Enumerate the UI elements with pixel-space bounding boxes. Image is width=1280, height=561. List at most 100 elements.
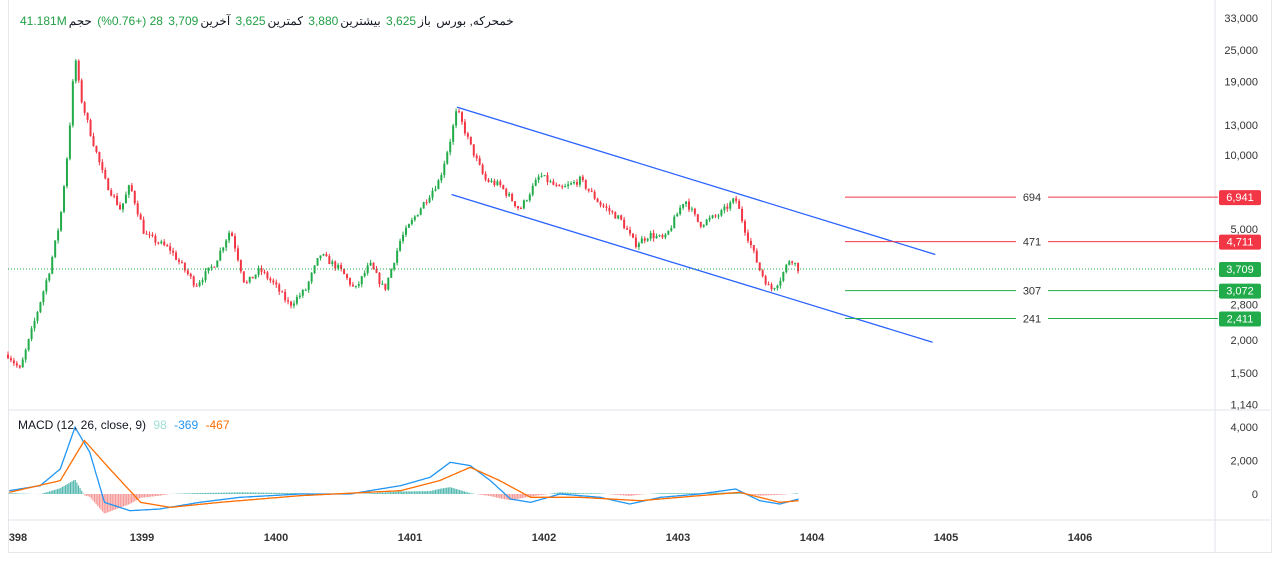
candle-body (290, 301, 293, 306)
change-value: 28 (+0.76%) (97, 14, 163, 28)
candle-body (80, 80, 83, 103)
candle-body (605, 206, 608, 208)
symbol-header: خمحرکه, بورس باز3,625 بیشترین3,880 کمتری… (18, 14, 514, 28)
candle-body (145, 233, 148, 235)
candle-body (343, 268, 346, 275)
candle-body (573, 182, 576, 184)
candle-body (281, 291, 284, 293)
candle-body (186, 270, 189, 274)
candle-body (696, 214, 699, 222)
time-tick: 1404 (800, 532, 825, 544)
candle-body (446, 152, 449, 164)
candle-body (160, 241, 163, 244)
candle-body (210, 266, 213, 268)
candle-body (764, 276, 767, 285)
candle-body (693, 208, 696, 215)
candle-body (384, 283, 387, 290)
candle-body (175, 252, 178, 260)
candle-body (219, 250, 222, 261)
candle-body (714, 215, 717, 217)
level-label: 241 (1023, 313, 1041, 325)
candle-body (699, 221, 702, 227)
candle-body (272, 280, 275, 283)
candle-body (455, 111, 458, 126)
candle-body (711, 215, 714, 218)
high-value: 3,880 (308, 14, 339, 28)
candle-body (195, 285, 198, 287)
candle-body (428, 197, 431, 203)
candle-body (133, 191, 136, 204)
candle-body (278, 284, 281, 292)
candle-body (45, 280, 48, 292)
current-price-tag-bg (1219, 262, 1261, 278)
candle-body (425, 202, 428, 204)
volume-label: حجم (68, 14, 92, 28)
candle-body (487, 179, 490, 182)
macd-legend[interactable]: MACD (12, 26, close, 9) 98 -369 -467 (18, 418, 230, 432)
candle-body (767, 284, 770, 286)
candle-body (304, 289, 307, 291)
volume-value: 41.181M (20, 14, 67, 28)
candle-body (216, 260, 219, 268)
candle-body (148, 234, 151, 236)
candle-body (643, 238, 646, 241)
symbol-name: خمحرکه, بورس (436, 14, 514, 28)
candle-body (119, 204, 122, 210)
candle-body (528, 194, 531, 201)
candle-body (157, 242, 160, 244)
candle-body (92, 136, 95, 146)
candle-body (732, 198, 735, 203)
candle-body (626, 228, 629, 230)
candle-body (233, 236, 236, 249)
candle-body (30, 328, 33, 340)
candle-body (661, 235, 664, 238)
candle-body (646, 238, 649, 241)
price-tick: 1,500 (1230, 368, 1258, 380)
candle-body (452, 125, 455, 142)
candle-body (319, 255, 322, 259)
candle-body (127, 185, 130, 195)
candle-body (794, 262, 797, 264)
candle-body (242, 271, 245, 283)
candle-body (307, 281, 310, 290)
candle-body (776, 285, 779, 289)
candle-body (791, 261, 794, 264)
candle-body (269, 278, 272, 281)
candle-body (496, 181, 499, 185)
candle-body (564, 186, 567, 188)
candle-body (396, 250, 399, 263)
candle-body (773, 288, 776, 290)
candle-body (469, 136, 472, 145)
last-value: 3,709 (168, 14, 199, 28)
candle-body (33, 320, 36, 329)
candle-body (24, 349, 27, 360)
candle-body (402, 234, 405, 242)
candle-body (254, 274, 257, 279)
candle-body (788, 261, 791, 265)
open-value: 3,625 (386, 14, 417, 28)
candle-body (404, 227, 407, 235)
candle-body (679, 207, 682, 215)
candle-body (729, 202, 732, 209)
candle-body (546, 175, 549, 183)
candle-body (340, 264, 343, 269)
price-tick: 19,000 (1224, 77, 1258, 89)
candle-body (387, 277, 390, 290)
price-tick: 33,000 (1224, 13, 1258, 25)
candle-body (460, 112, 463, 122)
candle-body (705, 219, 708, 225)
candle-body (189, 273, 192, 277)
level-price-tag-bg (1219, 234, 1261, 250)
candle-body (755, 250, 758, 263)
candle-body (670, 228, 673, 231)
candle-body (260, 268, 263, 272)
candle-body (213, 266, 216, 268)
candle-body (620, 215, 623, 220)
candle-body (493, 180, 496, 185)
candle-body (749, 240, 752, 246)
candle-body (101, 162, 104, 171)
time-tick: 1400 (264, 532, 288, 544)
candle-body (761, 270, 764, 277)
candle-body (511, 193, 514, 202)
